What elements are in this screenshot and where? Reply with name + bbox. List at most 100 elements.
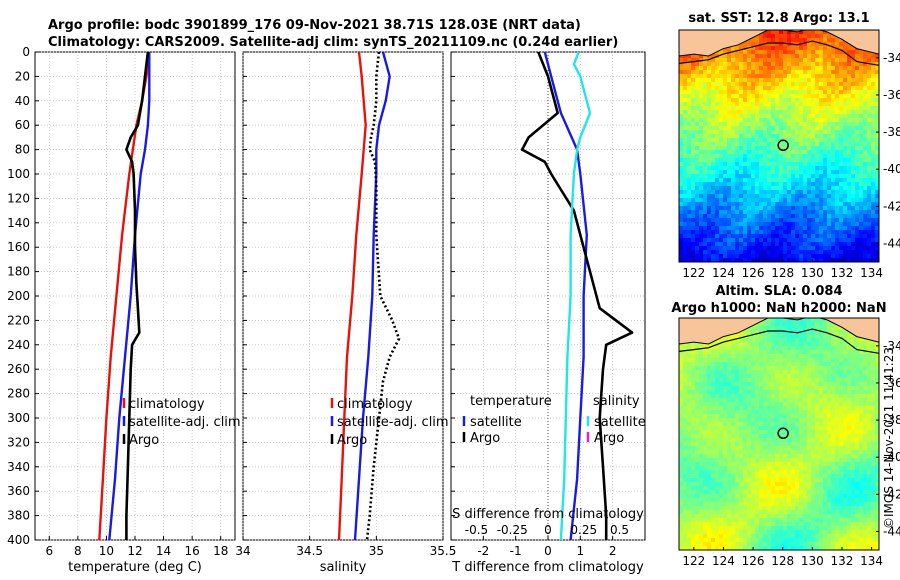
heatmap-cell [679,230,683,234]
heatmap-cell [855,442,859,446]
heatmap-cell [727,86,731,90]
heatmap-cell [815,458,819,462]
heatmap-cell [851,234,855,238]
heatmap-cell [839,334,843,338]
heatmap-cell [759,58,763,62]
heatmap-cell [795,178,799,182]
heatmap-cell [791,102,795,106]
heatmap-cell [711,386,715,390]
heatmap-cell [707,238,711,242]
heatmap-cell [715,102,719,106]
heatmap-cell [863,218,867,222]
heatmap-cell [779,222,783,226]
heatmap-cell [811,430,815,434]
heatmap-cell [759,178,763,182]
heatmap-cell [795,114,799,118]
heatmap-cell [839,410,843,414]
heatmap-cell [767,194,771,198]
heatmap-cell [735,118,739,122]
heatmap-cell [767,338,771,342]
heatmap-cell [859,402,863,406]
heatmap-cell [811,194,815,198]
heatmap-cell [719,378,723,382]
heatmap-cell [791,338,795,342]
heatmap-cell [771,254,775,258]
heatmap-cell [751,454,755,458]
heatmap-cell [859,186,863,190]
heatmap-cell [791,126,795,130]
heatmap-cell [819,186,823,190]
heatmap-cell [739,90,743,94]
heatmap-cell [751,374,755,378]
heatmap-cell [763,210,767,214]
heatmap-cell [723,170,727,174]
heatmap-cell [811,446,815,450]
heatmap-cell [687,114,691,118]
heatmap-cell [679,394,683,398]
heatmap-cell [783,98,787,102]
heatmap-cell [771,158,775,162]
heatmap-cell [771,386,775,390]
heatmap-cell [819,210,823,214]
heatmap-cell [711,166,715,170]
heatmap-cell [831,194,835,198]
heatmap-cell [783,434,787,438]
heatmap-cell [863,146,867,150]
heatmap-cell [835,330,839,334]
heatmap-cell [815,106,819,110]
heatmap-cell [735,354,739,358]
heatmap-cell [831,90,835,94]
heatmap-cell [687,122,691,126]
heatmap-cell [763,98,767,102]
heatmap-cell [731,54,735,58]
heatmap-cell [759,158,763,162]
heatmap-cell [683,170,687,174]
heatmap-cell [799,98,803,102]
heatmap-cell [763,198,767,202]
heatmap-cell [735,102,739,106]
heatmap-cell [819,82,823,86]
heatmap-cell [855,78,859,82]
heatmap-cell [691,106,695,110]
heatmap-cell [783,226,787,230]
lat-tick-label: -36 [883,88,900,102]
heatmap-cell [771,326,775,330]
heatmap-cell [859,250,863,254]
heatmap-cell [851,182,855,186]
heatmap-cell [759,446,763,450]
heatmap-cell [795,182,799,186]
heatmap-cell [787,166,791,170]
heatmap-cell [863,194,867,198]
heatmap-cell [719,354,723,358]
depth-tick-label: 380 [7,509,30,523]
heatmap-cell [839,230,843,234]
heatmap-cell [795,406,799,410]
heatmap-cell [871,402,875,406]
heatmap-cell [715,142,719,146]
heatmap-cell [819,362,823,366]
heatmap-cell [739,402,743,406]
heatmap-cell [751,406,755,410]
heatmap-cell [775,202,779,206]
heatmap-cell [751,382,755,386]
heatmap-cell [691,422,695,426]
heatmap-cell [843,378,847,382]
heatmap-cell [871,246,875,250]
heatmap-cell [859,434,863,438]
x-tick-label: -1 [510,544,522,558]
heatmap-cell [735,218,739,222]
heatmap-cell [711,398,715,402]
heatmap-cell [691,438,695,442]
heatmap-cell [751,154,755,158]
heatmap-cell [855,438,859,442]
heatmap-cell [871,86,875,90]
heatmap-cell [739,438,743,442]
heatmap-cell [803,250,807,254]
heatmap-cell [815,186,819,190]
heatmap-cell [755,222,759,226]
heatmap-cell [699,102,703,106]
heatmap-cell [807,138,811,142]
heatmap-cell [875,422,879,426]
heatmap-cell [863,54,867,58]
heatmap-cell [815,206,819,210]
